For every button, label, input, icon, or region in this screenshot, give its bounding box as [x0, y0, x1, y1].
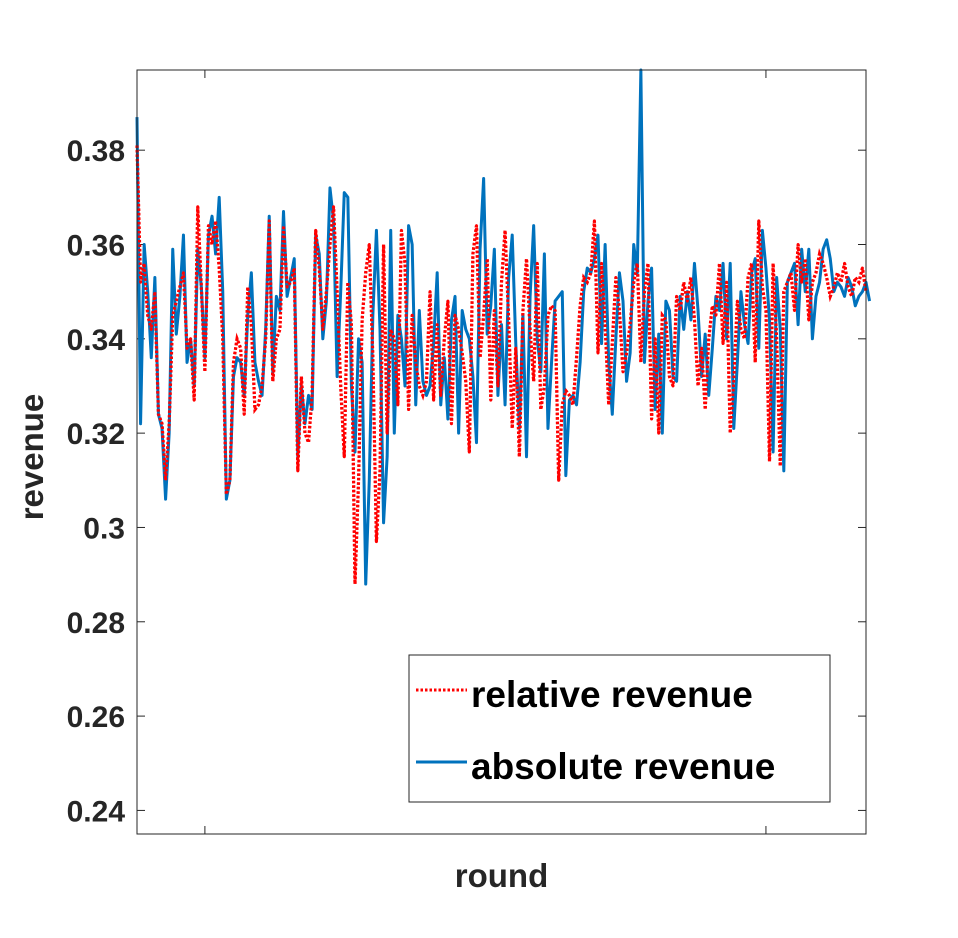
y-tick-label: 0.36	[67, 229, 125, 262]
x-axis	[204, 70, 767, 834]
series-line-relative-revenue	[135, 145, 868, 586]
y-axis-label: revenue	[13, 394, 50, 521]
plot-frame	[136, 69, 867, 835]
series-group	[135, 68, 872, 586]
legend-label-absolute-revenue: absolute revenue	[471, 746, 775, 787]
x-axis-label: round	[455, 857, 548, 894]
y-tick-label: 0.28	[67, 607, 125, 640]
legend-label-relative-revenue: relative revenue	[471, 674, 753, 715]
y-tick-label: 0.26	[67, 701, 125, 734]
y-tick-label: 0.32	[67, 418, 125, 451]
y-tick-label: 0.38	[67, 135, 125, 168]
legend: relative revenue absolute revenue	[408, 654, 831, 803]
y-tick-label: 0.3	[83, 512, 125, 545]
legend-box	[408, 654, 831, 803]
series-line-absolute-revenue	[135, 68, 872, 586]
y-tick-label: 0.24	[67, 795, 126, 828]
y-tick-label: 0.34	[67, 324, 126, 357]
y-axis: 0.24 0.26 0.28 0.3 0.32 0.34 0.36 0.38	[67, 135, 866, 828]
